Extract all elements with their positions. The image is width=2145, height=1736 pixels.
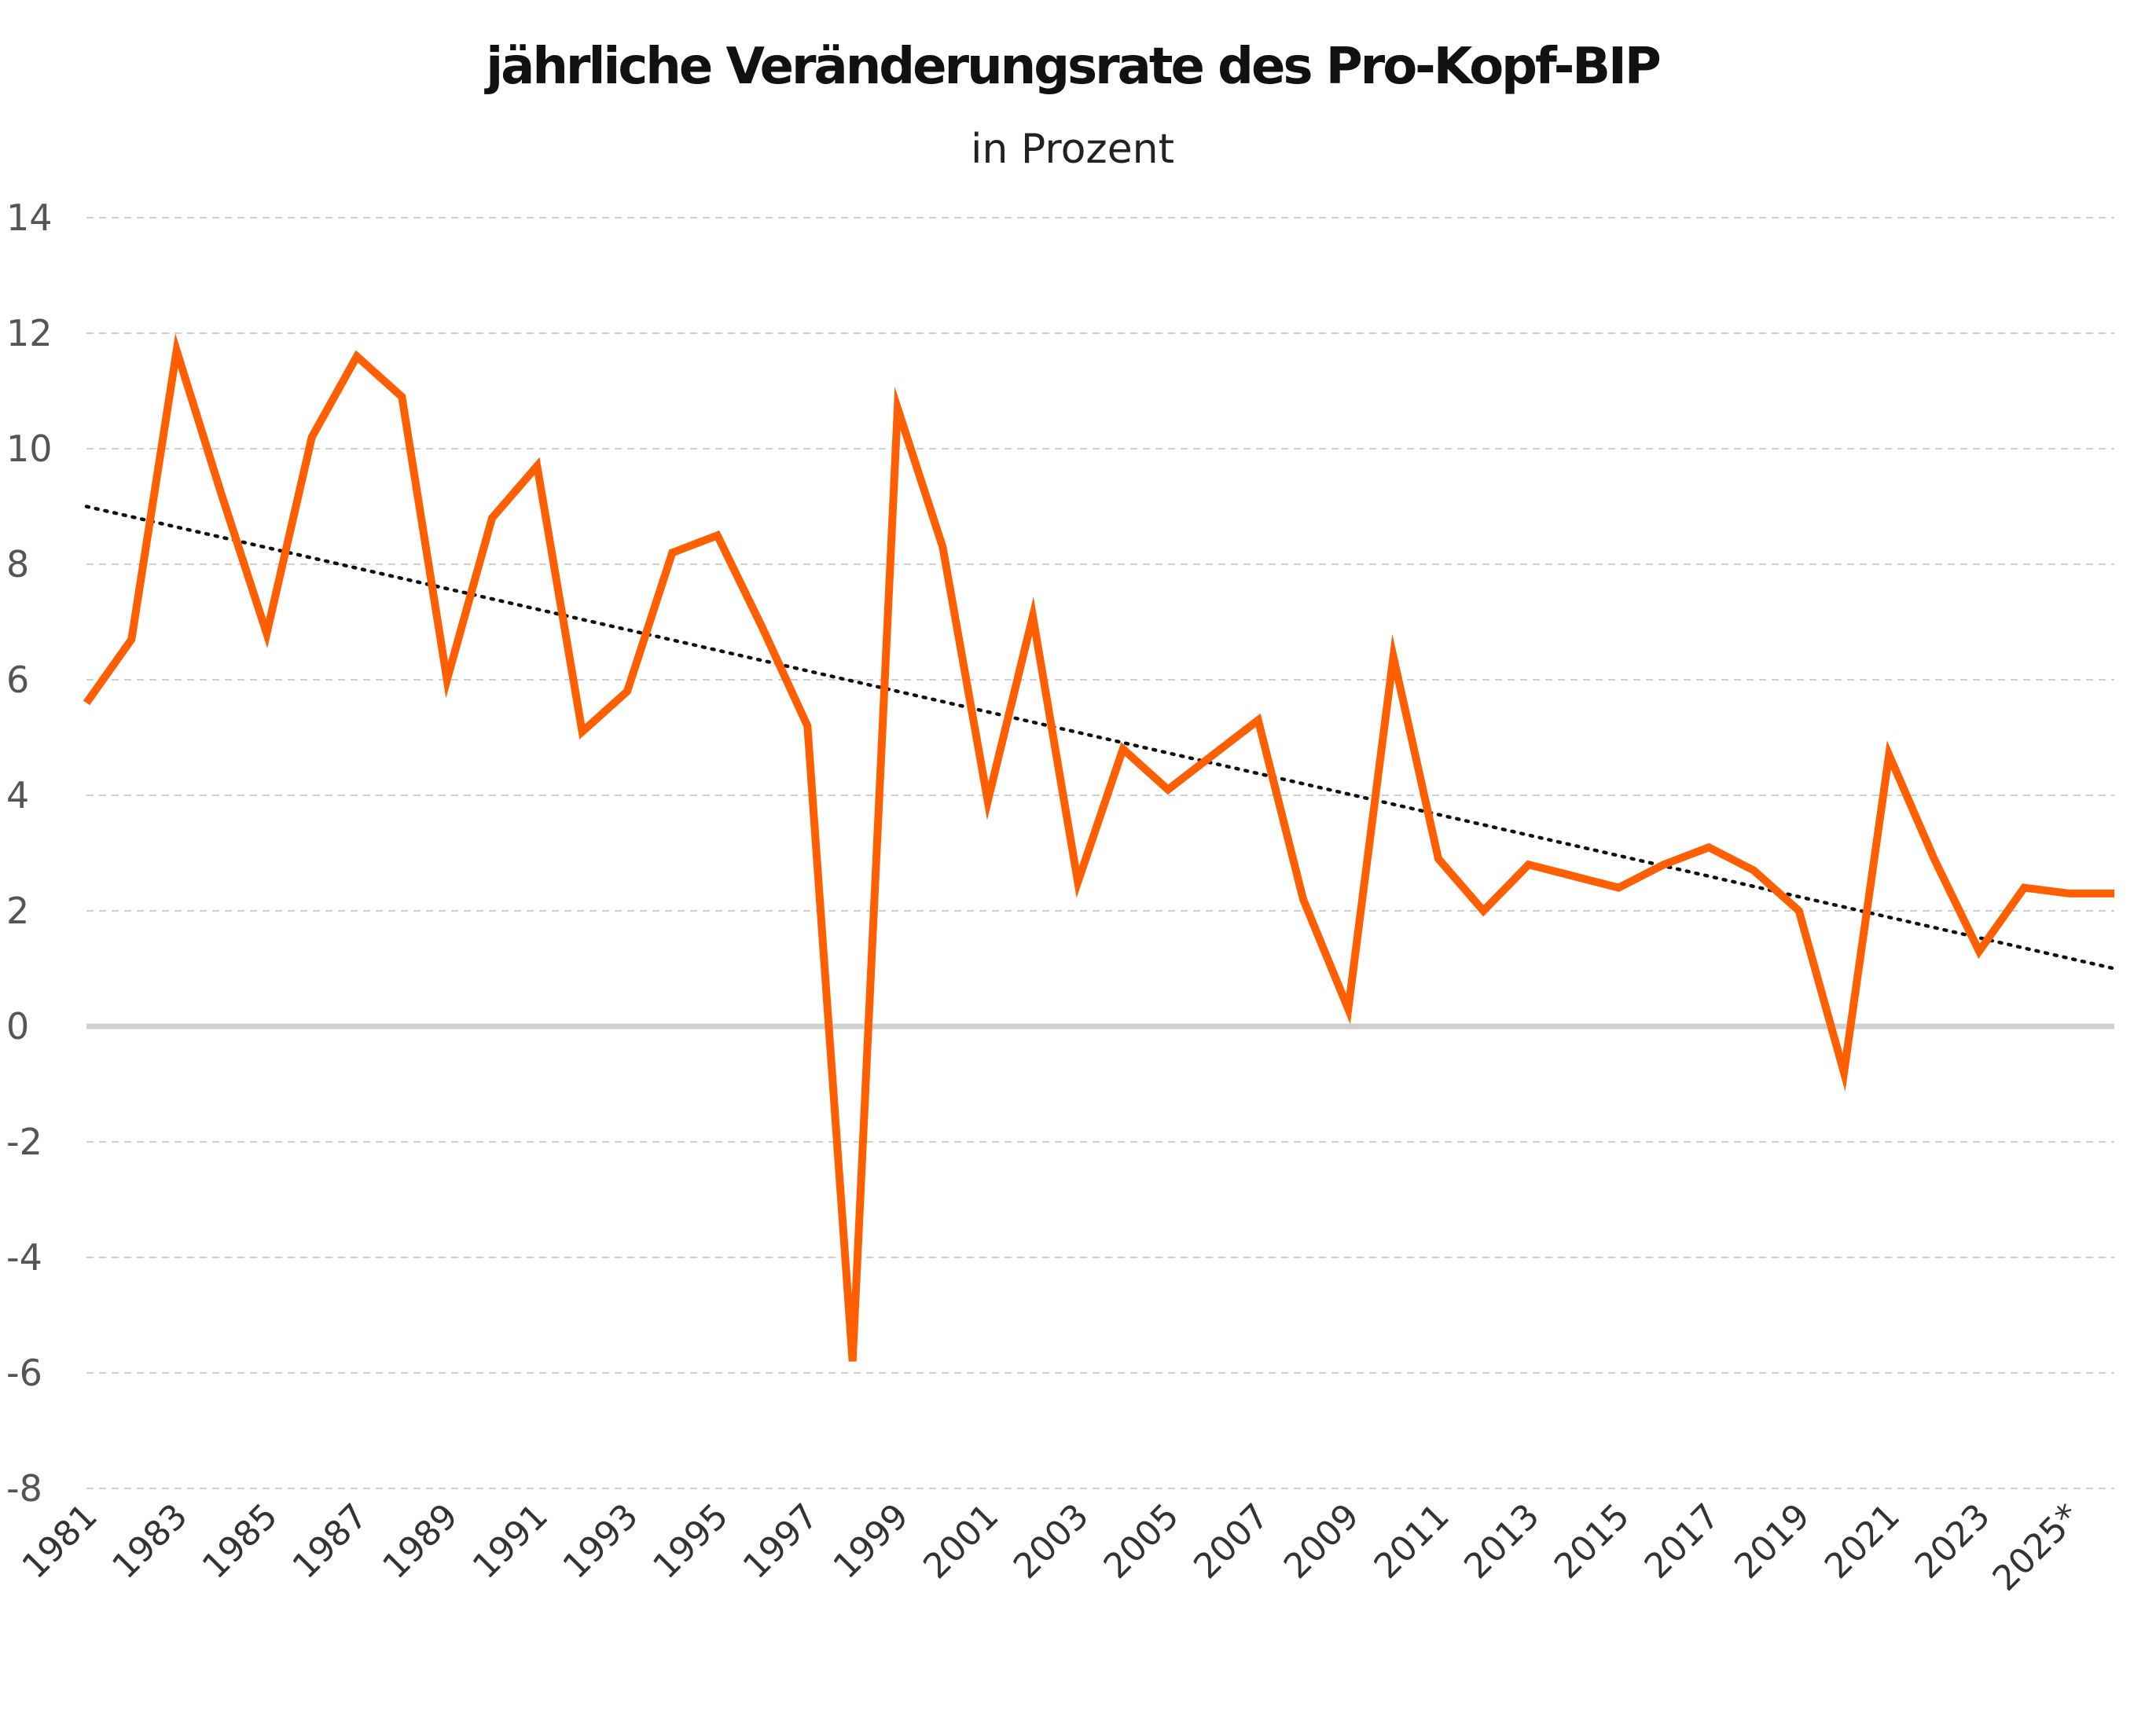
x-tick-label: 2003 [1006,1496,1096,1587]
x-tick-label: 2005 [1096,1496,1187,1587]
x-tick-label: 2009 [1276,1496,1367,1587]
x-tick-label: 2015 [1547,1496,1637,1587]
y-tick-label: 14 [6,196,53,239]
chart-subtitle: in Prozent [970,126,1175,173]
x-tick-label: 2013 [1456,1496,1547,1587]
x-tick-label: 1995 [645,1496,736,1587]
y-tick-label: 10 [6,428,53,470]
x-tick-label: 2007 [1186,1496,1276,1587]
x-tick-label: 1983 [105,1496,195,1587]
y-tick-label: -6 [6,1352,42,1394]
x-tick-label: 1989 [375,1496,465,1587]
y-tick-label: 4 [6,774,29,817]
x-tick-label: 1997 [736,1496,826,1587]
x-tick-label: 2001 [916,1496,1006,1587]
x-tick-label: 2017 [1637,1496,1728,1587]
x-tick-label: 1991 [465,1496,556,1587]
x-tick-label: 1999 [826,1496,916,1587]
x-tick-label: 2021 [1817,1496,1908,1587]
y-tick-label: -2 [6,1121,42,1163]
x-tick-label: 1985 [195,1496,285,1587]
series-line [83,333,2114,1362]
x-tick-label: 1981 [15,1496,105,1587]
y-tick-label: 2 [6,890,29,932]
y-tick-label: 6 [6,659,29,701]
y-tick-label: -8 [6,1467,42,1510]
trend-line [84,505,2117,971]
x-tick-label: 2011 [1367,1496,1457,1587]
x-tick-label: 1987 [285,1496,376,1587]
chart-title: jährliche Veränderungsrate des Pro-Kopf-… [486,38,1662,96]
x-tick-label: 2023 [1908,1496,1998,1587]
x-tick-label: 1993 [556,1496,646,1587]
y-tick-label: -4 [6,1236,42,1279]
y-tick-label: 12 [6,312,53,354]
y-tick-label: 0 [6,1005,29,1048]
y-tick-label: 8 [6,543,29,585]
x-tick-label: 2025* [1985,1496,2088,1599]
x-tick-label: 2019 [1727,1496,1817,1587]
